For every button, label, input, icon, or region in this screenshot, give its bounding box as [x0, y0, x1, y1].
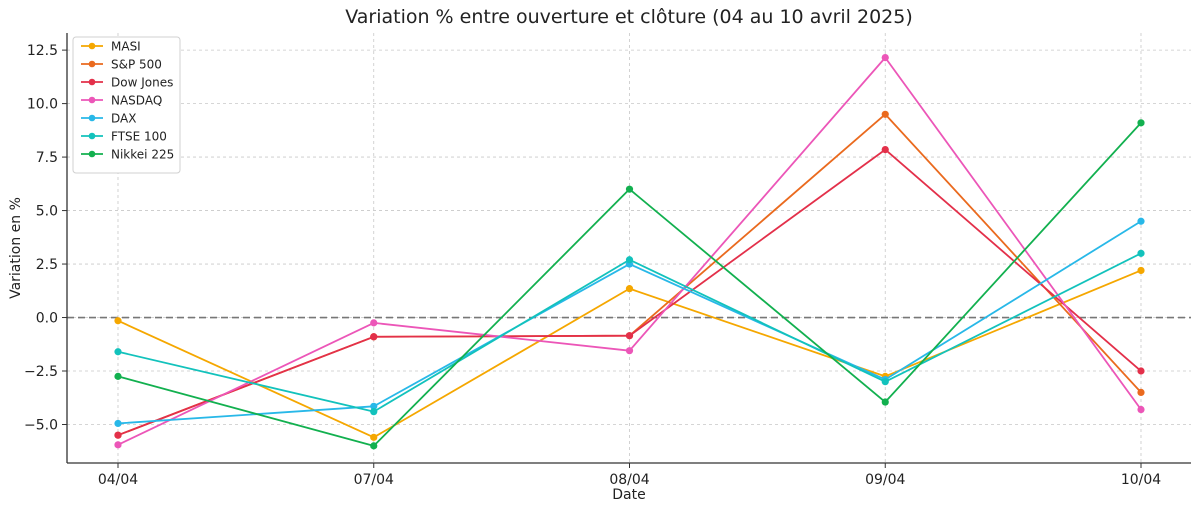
y-tick-label: 2.5: [36, 257, 58, 273]
x-axis-label: Date: [612, 487, 645, 503]
x-tick-label: 10/04: [1121, 472, 1161, 488]
data-point: [881, 398, 889, 406]
data-point: [1137, 266, 1145, 275]
data-point: [1137, 217, 1145, 225]
data-point: [370, 433, 378, 441]
data-point: [114, 348, 122, 356]
data-point: [625, 185, 634, 193]
data-point: [1137, 119, 1145, 127]
legend-item-dow-jones: Dow Jones: [81, 76, 173, 90]
x-tick-label: 04/04: [98, 472, 138, 488]
data-point: [1137, 388, 1145, 397]
data-point: [370, 402, 378, 410]
x-tick-label: 08/04: [609, 472, 649, 488]
data-point: [114, 372, 122, 380]
legend-label: FTSE 100: [111, 130, 167, 144]
data-point: [370, 442, 378, 450]
y-tick-label: −5.0: [24, 417, 58, 433]
data-point: [114, 441, 122, 449]
data-point: [625, 332, 634, 340]
y-axis-label: Variation en %: [8, 197, 24, 299]
legend-item-nikkei-225: Nikkei 225: [81, 148, 174, 162]
y-tick-label: 12.5: [27, 43, 58, 59]
legend-item-masi: MASI: [81, 40, 141, 54]
axes: 04/04 07/04 08/04 09/04 10/04 −5.0 −2.5 0.0 2.5 5…: [24, 33, 1191, 488]
legend-label: S&P 500: [111, 58, 162, 72]
data-point: [1137, 249, 1145, 257]
data-point: [625, 347, 634, 355]
x-tick-label: 07/04: [354, 472, 394, 488]
legend-swatch-marker: [88, 114, 96, 122]
data-point: [881, 378, 889, 386]
y-tick-label: −2.5: [24, 364, 58, 380]
legend-swatch-marker: [88, 96, 96, 104]
y-tick-label: 7.5: [36, 150, 58, 166]
legend: MASI S&P 500 Dow Jones NASDAQ DAX FTSE 100 Nik…: [72, 36, 181, 174]
data-point: [370, 333, 378, 341]
legend-label: Nikkei 225: [111, 148, 174, 162]
y-tick-label: 10.0: [27, 97, 58, 113]
series-group: [114, 54, 1145, 450]
legend-item-sandp-500: S&P 500: [81, 58, 162, 72]
data-point: [1137, 405, 1145, 414]
series-nasdaq: [114, 54, 1145, 449]
data-point: [114, 431, 122, 439]
legend-swatch-marker: [88, 60, 96, 68]
legend-swatch-marker: [88, 42, 96, 50]
x-tick-label: 09/04: [865, 472, 905, 488]
legend-box: [72, 36, 181, 174]
series-dow-jones: [114, 145, 1145, 439]
legend-swatch-marker: [88, 78, 96, 86]
legend-item-nasdaq: NASDAQ: [81, 94, 162, 108]
data-point: [881, 110, 889, 118]
legend-item-dax: DAX: [81, 112, 136, 126]
data-point: [625, 256, 634, 264]
data-point: [114, 317, 122, 325]
legend-swatch-marker: [88, 150, 96, 158]
legend-label: Dow Jones: [111, 76, 173, 90]
data-point: [881, 54, 889, 62]
chart-title: Variation % entre ouverture et clôture (…: [345, 6, 913, 28]
series-nikkei-225: [114, 119, 1145, 450]
data-point: [881, 145, 889, 154]
grid: [67, 33, 1191, 463]
data-point: [625, 285, 634, 293]
y-tick-label: 0.0: [36, 311, 58, 327]
series-ftse-100: [114, 249, 1145, 416]
data-point: [370, 408, 378, 416]
data-point: [114, 419, 122, 428]
legend-label: NASDAQ: [111, 94, 162, 108]
legend-label: MASI: [111, 40, 141, 54]
legend-label: DAX: [111, 112, 136, 126]
legend-swatch-marker: [88, 132, 96, 140]
data-point: [370, 319, 378, 327]
y-tick-label: 5.0: [36, 204, 58, 220]
legend-item-ftse-100: FTSE 100: [81, 130, 167, 144]
data-point: [1137, 367, 1145, 375]
